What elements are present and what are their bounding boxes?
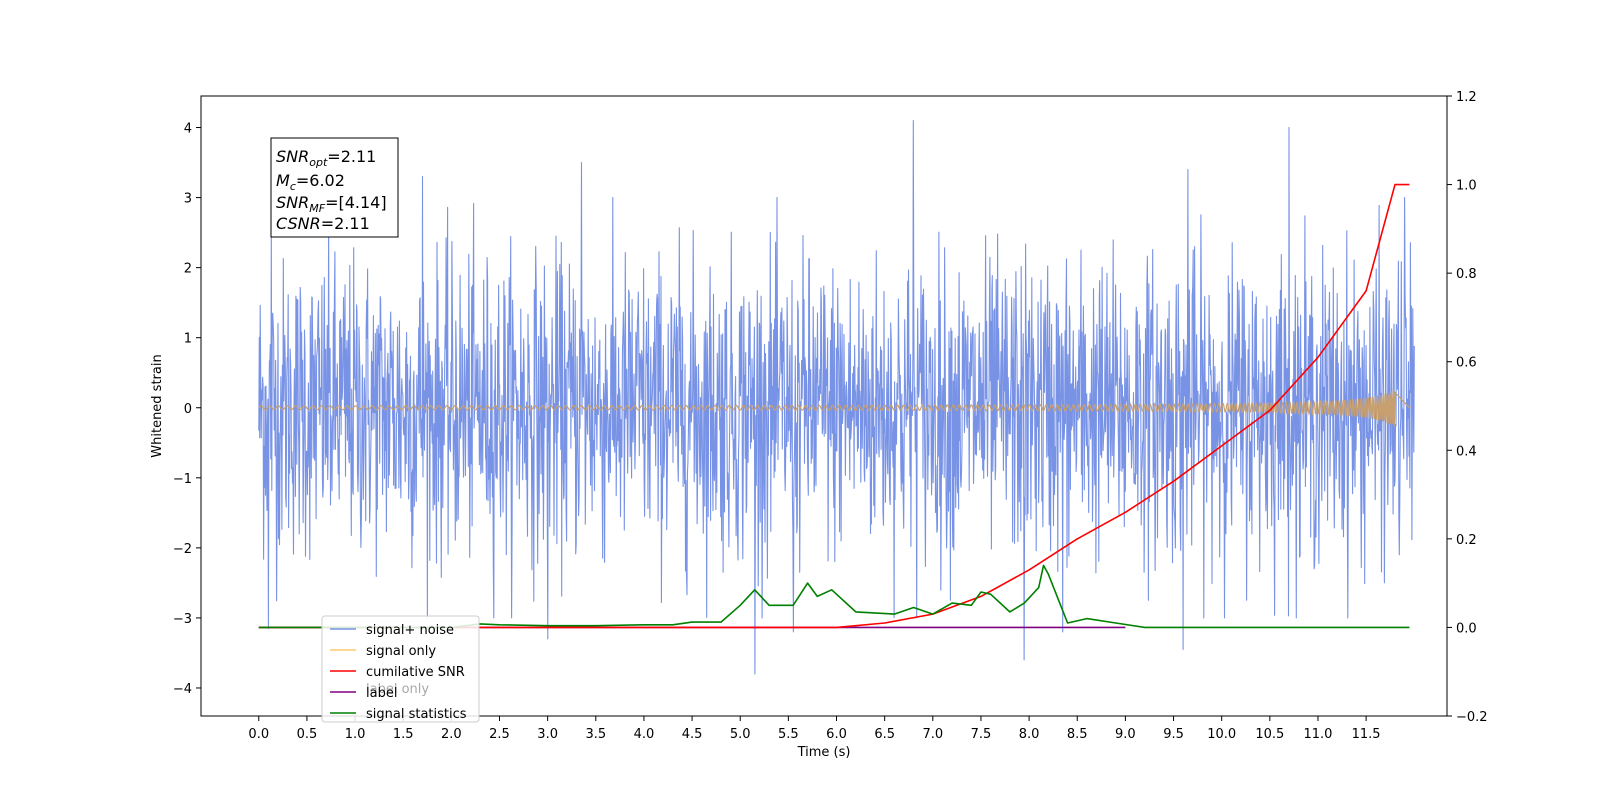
y-tick-label: 3 [184,192,192,207]
x-tick-label: 9.0 [1115,727,1136,742]
x-tick-label: 3.0 [537,727,558,742]
cumulative-snr-line [258,183,1410,629]
annotation-snr-opt: SNRopt=2.11 [276,147,376,169]
series-signal-only [258,389,1410,427]
y2-tick-label: 0.6 [1456,356,1477,371]
x-tick-label: 9.5 [1163,727,1184,742]
x-tick-label: 11.5 [1352,727,1381,742]
legend-label: signal statistics [366,707,467,722]
legend: label only signal+ noise signal only cumil… [321,615,480,723]
x-tick-label: 8.5 [1067,727,1088,742]
x-tick-label: 11.0 [1303,727,1332,742]
x-axis-label: Time (s) [797,745,851,760]
annotation-snr-mf: SNRMF=[4.14] [276,193,387,215]
x-tick-label: 10.0 [1207,727,1236,742]
y2-tick-label: 0.4 [1456,444,1477,459]
y2-tick-label: 0.0 [1456,621,1477,636]
x-tick-label: 2.0 [441,727,462,742]
annotation-csnr: CSNR=2.11 [276,214,370,233]
signal-noise-line [258,119,1415,675]
y-tick-label: −2 [173,542,192,557]
x-tick-label: 6.5 [874,727,895,742]
y-tick-label: −3 [173,612,192,627]
plot-frame [200,95,1448,717]
x-tick-label: 0.5 [297,727,318,742]
y-axis-left: 4 3 2 1 0 −1 −2 −3 −4 [173,122,201,697]
y-tick-label: 4 [184,122,192,137]
y2-tick-label: 1.2 [1456,90,1477,105]
legend-label: signal+ noise [366,623,454,638]
x-tick-label: 5.0 [730,727,751,742]
y-tick-label: 2 [184,262,192,277]
signal-statistics-line [258,564,1410,629]
legend-label: signal only [366,644,436,659]
annotation-mc: Mc=6.02 [276,171,345,193]
x-tick-label: 2.5 [489,727,510,742]
y2-tick-label: 1.0 [1456,179,1477,194]
x-tick-label: 1.0 [345,727,366,742]
legend-hidden-text: label only [366,682,429,697]
y-axis-label: Whitened strain [150,354,165,457]
y-tick-label: 0 [184,402,192,417]
y2-tick-label: −0.2 [1456,710,1488,725]
x-tick-label: 8.0 [1019,727,1040,742]
y-axis-right: 1.2 1.0 0.8 0.6 0.4 0.2 0.0 −0.2 [1447,90,1488,725]
signal-only-line [258,389,1410,427]
x-tick-label: 10.5 [1255,727,1284,742]
x-tick-label: 6.0 [826,727,847,742]
x-tick-label: 0.0 [248,727,269,742]
stats-annotation-box: SNRopt=2.11 Mc=6.02 SNRMF=[4.14] CSNR=2.… [270,137,399,238]
y2-tick-label: 0.8 [1456,267,1477,282]
legend-label: label [366,686,397,701]
y-tick-label: −4 [173,682,192,697]
y2-tick-label: 0.2 [1456,533,1477,548]
x-axis: 0.0 0.5 1.0 1.5 2.0 2.5 3.0 3.5 4.0 4.5 5.0 5.5 6.0 6… [248,716,1381,742]
x-tick-label: 4.0 [634,727,655,742]
legend-label: cumilative SNR [366,665,465,680]
x-tick-label: 3.5 [585,727,606,742]
x-tick-label: 7.5 [971,727,992,742]
x-tick-label: 4.5 [682,727,703,742]
x-tick-label: 5.5 [778,727,799,742]
x-tick-label: 7.0 [922,727,943,742]
y-tick-label: 1 [184,332,192,347]
series-signal-noise [258,119,1415,675]
y-tick-label: −1 [173,472,192,487]
x-tick-label: 1.5 [393,727,414,742]
